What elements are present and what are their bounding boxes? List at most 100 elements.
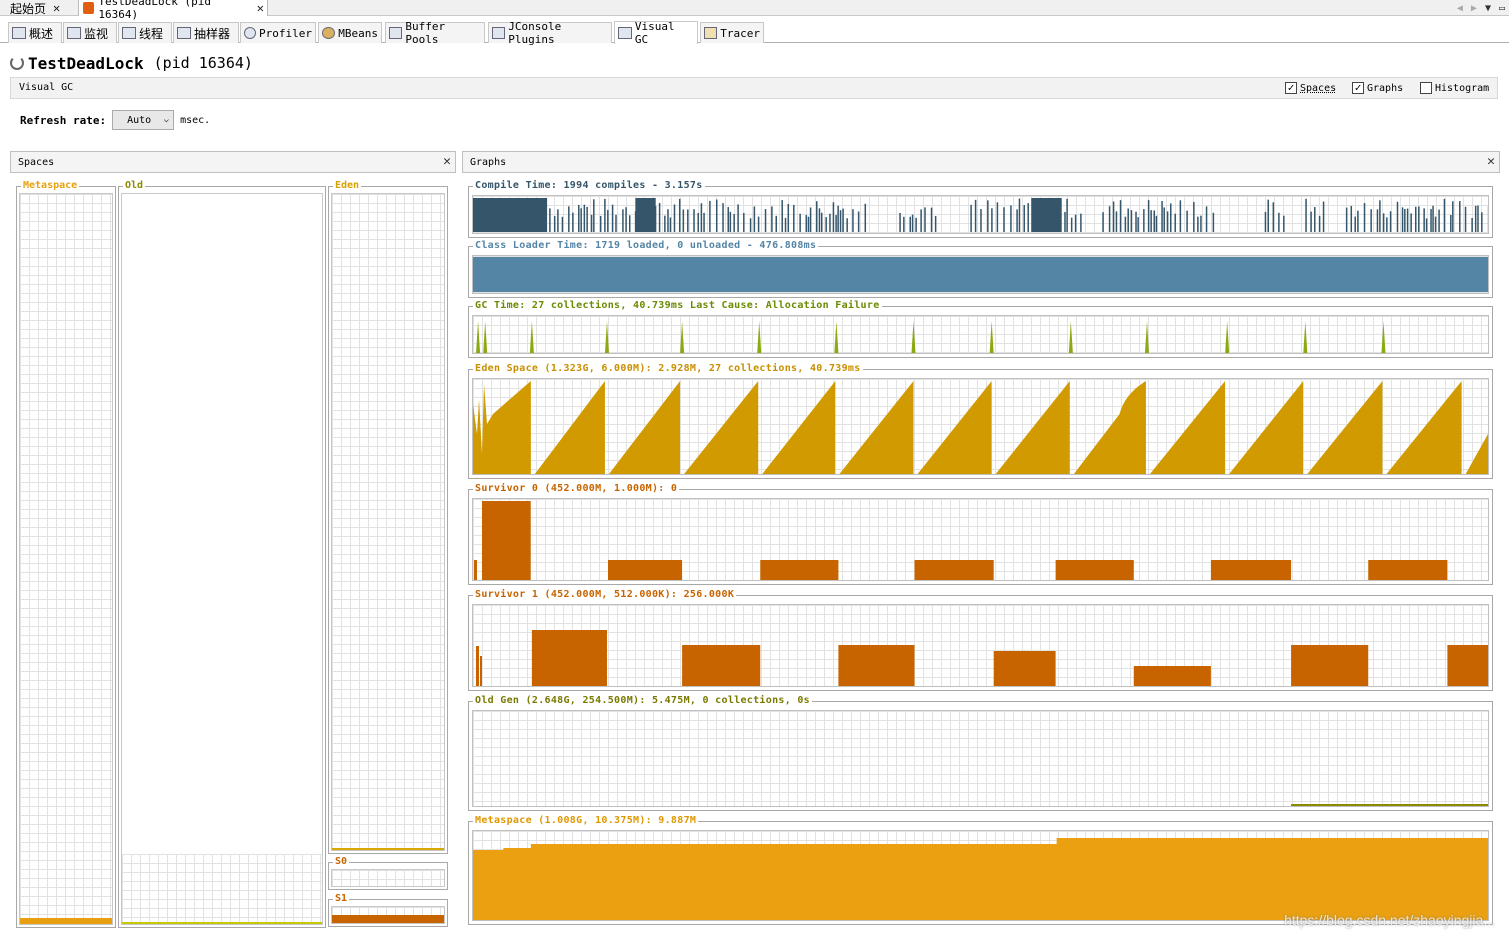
tab-list-dropdown-icon[interactable]: ▼: [1484, 2, 1491, 14]
gc-spike: [1068, 321, 1073, 353]
compile-spike: [1033, 208, 1035, 232]
checkbox-label: Histogram: [1435, 82, 1490, 94]
tab-jconsole-plugins[interactable]: JConsole Plugins: [488, 20, 612, 46]
compile-spike: [557, 209, 559, 232]
tab-label: MBeans: [338, 26, 378, 40]
compile-spike: [1074, 214, 1077, 232]
graphs-checkbox[interactable]: ✓ Graphs: [1352, 82, 1403, 94]
space-usage-fill: [332, 915, 444, 923]
compile-spike: [846, 218, 848, 232]
tab-start-page[interactable]: 起始页 ✕: [6, 0, 76, 16]
gc-spike: [1381, 321, 1386, 353]
space-usage-fill: [122, 922, 322, 924]
spaces-checkbox[interactable]: ✓ Spaces: [1285, 82, 1336, 94]
compile-spike: [1477, 205, 1479, 232]
eden-cycle: [1150, 381, 1226, 474]
refresh-rate-select[interactable]: Auto ⌵: [112, 110, 175, 130]
compile-spike: [700, 203, 703, 232]
compile-spike: [1010, 205, 1012, 232]
compile-spike: [634, 211, 637, 232]
graph-compile-time: Compile Time: 1994 compiles - 3.157s: [468, 180, 1493, 238]
compile-spike: [1047, 208, 1049, 232]
close-icon[interactable]: ✕: [1487, 154, 1495, 169]
compile-spike: [682, 209, 685, 232]
survivor-1-block: [1291, 645, 1369, 686]
tab-overview[interactable]: 概述: [8, 22, 62, 43]
compile-spike: [930, 207, 933, 232]
compile-spike: [1179, 200, 1182, 232]
tab-label: Buffer Pools: [405, 20, 446, 46]
tab-testdeadlock[interactable]: TestDeadLock (pid 16364) ✕: [78, 0, 268, 21]
graph-label: Class Loader Time: 1719 loaded, 0 unload…: [473, 240, 819, 252]
gc-spike: [529, 321, 534, 353]
compile-block: [1031, 198, 1062, 232]
compile-spike: [722, 203, 724, 232]
compile-spike: [568, 206, 570, 232]
tab-profiler[interactable]: Profiler: [240, 22, 316, 43]
scroll-right-icon[interactable]: ▶: [1470, 2, 1477, 14]
compile-spike: [697, 213, 699, 232]
compile-spike: [920, 209, 922, 232]
space-s1: S1: [328, 893, 448, 927]
checkbox-box[interactable]: [1420, 82, 1432, 94]
histogram-checkbox[interactable]: Histogram: [1420, 82, 1489, 94]
compile-spike: [1278, 212, 1280, 232]
tab-label: Profiler: [259, 26, 312, 40]
compile-spike: [1205, 206, 1208, 232]
tab-buffer-pools[interactable]: Buffer Pools: [385, 20, 485, 46]
compile-spike: [781, 200, 783, 232]
compile-spike: [1124, 216, 1127, 232]
compile-spike: [727, 207, 729, 232]
compile-spike: [1404, 208, 1406, 232]
close-icon[interactable]: ✕: [256, 1, 264, 15]
space-metaspace: Metaspace: [16, 180, 116, 928]
compile-spike: [1200, 215, 1202, 232]
compile-spike: [1410, 213, 1412, 232]
tab-sampler[interactable]: 抽样器: [173, 22, 239, 43]
compile-spike: [1115, 211, 1118, 232]
compile-spike: [729, 211, 732, 232]
survivor-1-block: [480, 656, 482, 686]
compile-spike: [586, 206, 588, 232]
tab-monitor[interactable]: 监视: [63, 22, 117, 43]
scroll-left-icon[interactable]: ◀: [1456, 2, 1463, 14]
compile-spike: [1354, 216, 1356, 232]
tab-visual-gc[interactable]: Visual GC: [614, 20, 698, 46]
compile-spike: [1197, 216, 1199, 232]
graph-label: Survivor 1 (452.000M, 512.000K): 256.000…: [473, 589, 737, 601]
compile-spike: [1443, 198, 1446, 232]
survivor-1-block: [531, 630, 607, 686]
compile-spike: [733, 214, 735, 232]
tab-tracer[interactable]: Tracer: [700, 22, 764, 43]
compile-spike: [915, 217, 917, 232]
tab-threads[interactable]: 线程: [118, 22, 172, 43]
refresh-rate-row: Refresh rate: Auto ⌵ msec.: [20, 110, 210, 130]
graph-plot: [472, 498, 1489, 581]
compile-spike: [757, 216, 760, 232]
compile-spike: [1003, 207, 1005, 232]
compile-spike: [578, 204, 580, 232]
compile-spike: [1318, 215, 1321, 232]
compile-spike: [549, 208, 551, 232]
graph-label: Survivor 0 (452.000M, 1.000M): 0: [473, 483, 680, 495]
tab-mbeans[interactable]: MBeans: [318, 22, 382, 43]
eden-cycle: [917, 381, 992, 474]
restore-window-icon[interactable]: ▭: [1498, 2, 1505, 14]
close-icon[interactable]: ✕: [53, 1, 61, 15]
compile-spike: [799, 213, 801, 232]
graph-plot: [472, 830, 1489, 921]
eden-cycle: [762, 381, 836, 474]
checkbox-box[interactable]: ✓: [1352, 82, 1364, 94]
compile-spike: [1150, 210, 1152, 232]
eden-cycle: [1386, 381, 1462, 474]
space-grid: [331, 869, 445, 887]
close-icon[interactable]: ✕: [443, 154, 451, 169]
metaspace-area: [473, 838, 1488, 920]
compile-spike: [1066, 198, 1068, 232]
compile-spike: [1379, 200, 1381, 232]
compile-spike: [818, 208, 821, 232]
checkbox-box[interactable]: ✓: [1285, 82, 1297, 94]
compile-spike: [1425, 218, 1428, 232]
compile-spike: [857, 211, 860, 232]
compile-spike: [1212, 212, 1215, 232]
